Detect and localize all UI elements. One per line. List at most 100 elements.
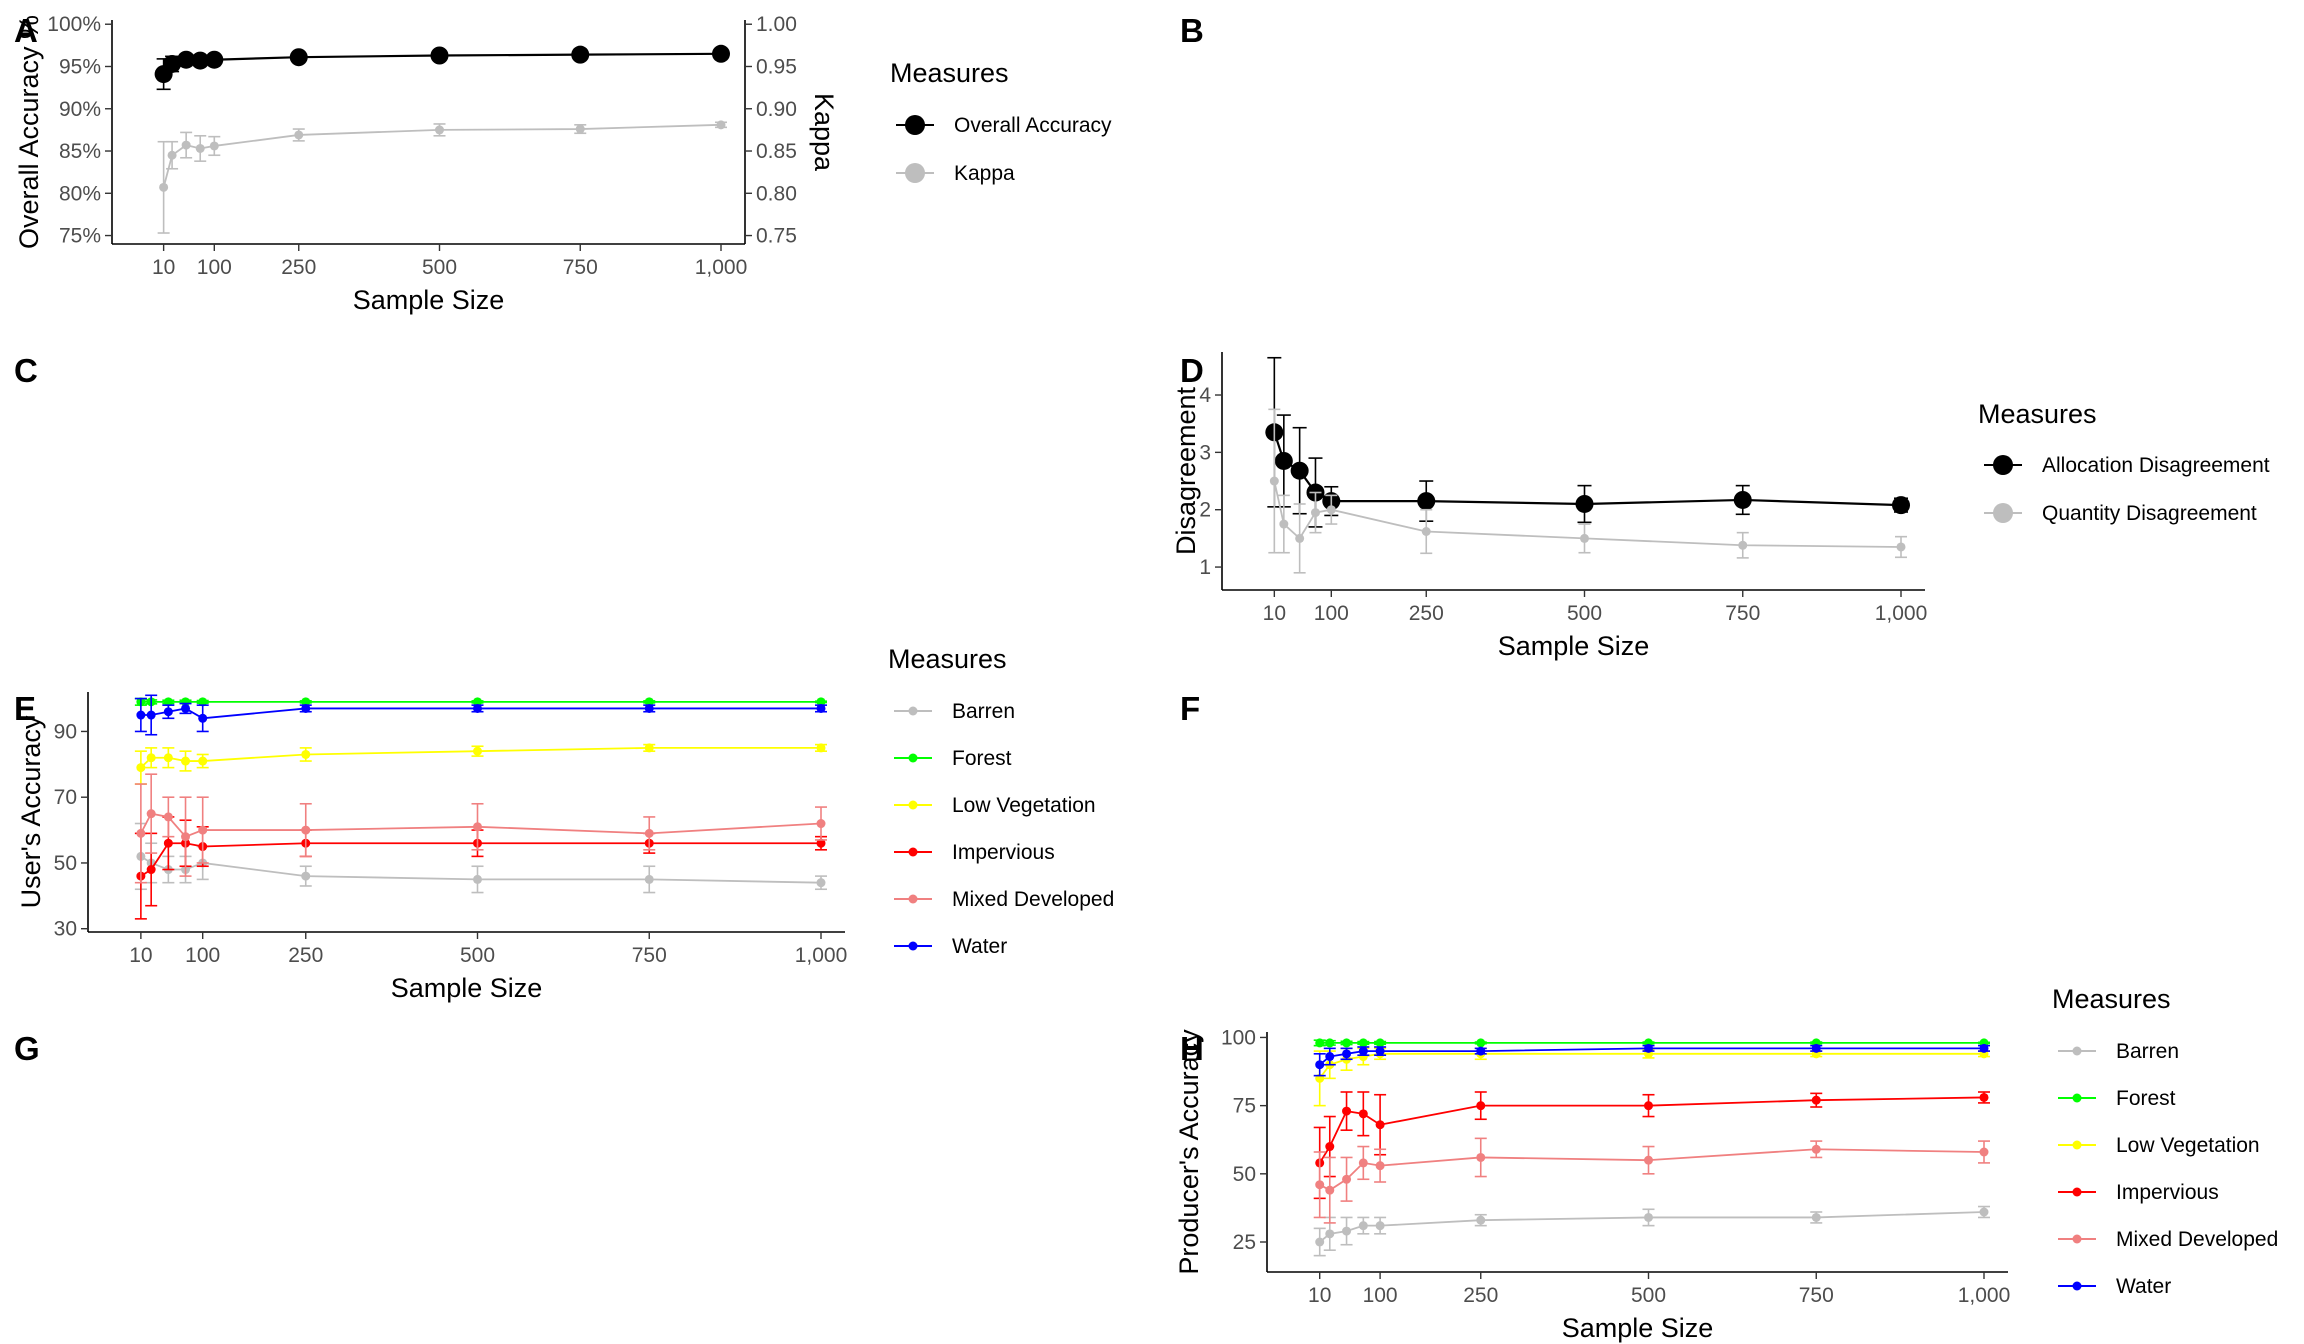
e-y-tick-label: 30 — [54, 918, 77, 941]
e-data-point-mixed-developed — [198, 825, 208, 835]
h-data-point-forest — [1315, 1038, 1325, 1048]
a-data-point-kappa — [181, 140, 191, 150]
d-data-point-quantity-disagreement — [1326, 505, 1336, 515]
d-data-point-quantity-disagreement — [1279, 519, 1289, 529]
h-data-point-impervious — [1979, 1092, 1989, 1102]
h-y-tick-label: 50 — [1233, 1163, 1256, 1186]
a-y-tick-label: 90% — [59, 98, 101, 121]
e-data-point-barren — [473, 874, 482, 884]
e-legend-label-impervious: Impervious — [952, 841, 1055, 864]
h-data-point-impervious — [1358, 1109, 1368, 1119]
h-data-point-water — [1644, 1043, 1653, 1053]
d-data-point-quantity-disagreement — [1896, 542, 1906, 552]
a-data-point-overall-accuracy — [289, 48, 308, 67]
e-data-point-forest — [644, 697, 654, 707]
d-data-point-quantity-disagreement — [1738, 540, 1748, 550]
d-x-tick-label: 250 — [1409, 602, 1444, 625]
e-data-point-barren — [816, 878, 826, 888]
e-y-tick-label: 70 — [54, 786, 77, 809]
h-data-point-mixed-developed — [1325, 1185, 1335, 1195]
d-x-axis-title: Sample Size — [1498, 631, 1650, 661]
e-x-tick-label: 1,000 — [795, 944, 848, 967]
e-data-point-forest — [473, 697, 482, 707]
panel-label-b: B — [1180, 12, 1204, 49]
a-data-point-kappa — [159, 182, 169, 192]
h-data-point-water — [1375, 1046, 1385, 1056]
e-legend-label-low-vegetation: Low Vegetation — [952, 794, 1096, 817]
a-data-point-kappa — [435, 125, 444, 135]
a-data-point-overall-accuracy — [205, 50, 224, 69]
e-legend-key-point-impervious — [908, 847, 918, 857]
e-data-point-barren — [644, 874, 654, 884]
a-x-tick-label: 750 — [563, 256, 598, 279]
e-data-point-mixed-developed — [181, 832, 191, 842]
e-data-point-mixed-developed — [644, 828, 654, 838]
e-data-point-forest — [816, 697, 826, 707]
a-legend-label-overall-accuracy: Overall Accuracy — [954, 114, 1112, 137]
e-data-point-water — [146, 710, 156, 720]
h-legend-key-point-water — [2072, 1281, 2082, 1291]
e-data-point-water — [816, 703, 826, 713]
h-data-point-mixed-developed — [1644, 1155, 1653, 1165]
e-data-point-mixed-developed — [163, 812, 173, 822]
h-data-point-forest — [1325, 1038, 1335, 1048]
a-y-axis-title: Overall Accuracy % — [14, 15, 44, 249]
h-data-point-water — [1476, 1046, 1486, 1056]
e-data-point-water — [181, 703, 191, 713]
h-data-point-mixed-developed — [1315, 1180, 1325, 1190]
d-legend-title: Measures — [1978, 399, 2097, 429]
h-data-point-mixed-developed — [1375, 1161, 1385, 1171]
a-x-tick-label: 250 — [281, 256, 316, 279]
a-data-point-kappa — [167, 150, 177, 160]
e-x-tick-label: 750 — [632, 944, 667, 967]
e-x-tick-label: 10 — [129, 944, 152, 967]
h-data-point-water — [1979, 1043, 1989, 1053]
e-data-point-low-vegetation — [181, 756, 191, 766]
h-data-point-barren — [1979, 1207, 1989, 1217]
d-y-tick-label: 3 — [1199, 441, 1211, 464]
h-data-point-barren — [1811, 1212, 1821, 1222]
h-legend-label-impervious: Impervious — [2116, 1181, 2219, 1204]
a-x-tick-label: 1,000 — [695, 256, 748, 279]
a-data-point-overall-accuracy — [430, 46, 449, 65]
h-data-point-mixed-developed — [1811, 1144, 1821, 1154]
e-legend-label-barren: Barren — [952, 700, 1015, 723]
a-data-point-kappa — [294, 130, 304, 140]
a-data-point-overall-accuracy — [191, 51, 210, 70]
e-data-point-mixed-developed — [136, 828, 146, 838]
e-data-point-water — [136, 710, 146, 720]
h-data-point-barren — [1476, 1215, 1486, 1225]
a-y2-tick-label: 0.80 — [756, 182, 797, 205]
a-x-axis-title: Sample Size — [353, 285, 505, 315]
e-data-point-water — [198, 713, 208, 723]
h-y-tick-label: 25 — [1233, 1231, 1256, 1254]
d-x-tick-label: 10 — [1263, 602, 1286, 625]
d-legend-label-quantity-disagreement: Quantity Disagreement — [2042, 502, 2257, 525]
e-data-point-barren — [301, 871, 311, 881]
e-legend-key-point-low-vegetation — [908, 800, 918, 810]
h-data-point-impervious — [1325, 1142, 1335, 1152]
e-legend-key-point-mixed-developed — [908, 894, 918, 904]
a-y-tick-label: 85% — [59, 140, 101, 163]
e-legend-label-forest: Forest — [952, 747, 1012, 770]
e-legend-key-point-water — [908, 941, 918, 951]
h-legend-key-point-low-vegetation — [2072, 1140, 2082, 1150]
e-x-tick-label: 250 — [288, 944, 323, 967]
e-data-point-water — [644, 703, 654, 713]
e-data-point-low-vegetation — [473, 746, 482, 756]
e-data-point-mixed-developed — [473, 822, 482, 832]
h-y-tick-label: 100 — [1221, 1026, 1256, 1049]
panel-label-a: A — [14, 12, 38, 49]
d-data-point-allocation-disagreement — [1733, 490, 1752, 509]
h-data-point-mixed-developed — [1476, 1152, 1486, 1162]
h-data-point-forest — [1342, 1038, 1352, 1048]
h-legend-key-point-mixed-developed — [2072, 1234, 2082, 1244]
h-data-point-barren — [1375, 1221, 1385, 1231]
a-data-point-kappa — [575, 124, 585, 134]
d-data-point-allocation-disagreement — [1575, 494, 1594, 513]
d-x-tick-label: 500 — [1567, 602, 1602, 625]
e-data-point-mixed-developed — [146, 809, 156, 819]
a-y2-tick-label: 1.00 — [756, 13, 797, 36]
e-data-point-impervious — [163, 838, 173, 848]
